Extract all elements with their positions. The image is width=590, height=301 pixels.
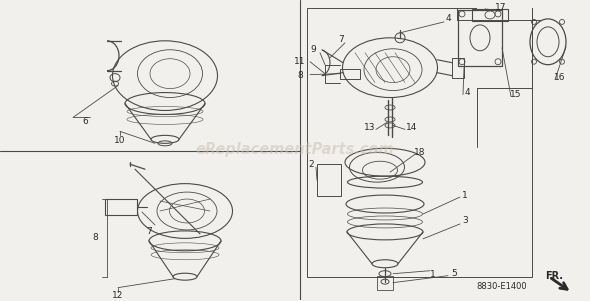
Text: 1: 1 (430, 270, 436, 279)
Bar (105, 199, 137, 215)
Text: 8: 8 (297, 71, 303, 80)
Text: 18: 18 (414, 148, 426, 157)
Bar (317, 164, 341, 196)
Text: 7: 7 (338, 35, 344, 44)
Text: 17: 17 (495, 4, 507, 12)
Text: 9: 9 (310, 45, 316, 54)
Text: 11: 11 (294, 57, 306, 66)
Text: 8830-E1400: 8830-E1400 (476, 282, 527, 291)
Bar (340, 69, 360, 79)
Text: 10: 10 (114, 136, 126, 145)
Bar (472, 9, 508, 21)
Text: 13: 13 (364, 123, 376, 132)
Text: 12: 12 (112, 291, 124, 300)
Bar (307, 8, 532, 277)
Bar (477, 8, 532, 88)
Text: 16: 16 (554, 73, 566, 82)
Text: eReplacementParts.com: eReplacementParts.com (196, 142, 394, 157)
Text: 6: 6 (82, 117, 88, 126)
Bar (458, 10, 502, 66)
Bar (377, 276, 393, 290)
Text: 4: 4 (445, 14, 451, 23)
Text: 3: 3 (462, 216, 468, 225)
Text: 14: 14 (407, 123, 418, 132)
Text: 8: 8 (92, 233, 98, 242)
Bar (452, 58, 464, 78)
Text: FR.: FR. (545, 271, 563, 281)
Text: 5: 5 (451, 269, 457, 278)
Text: 4: 4 (464, 88, 470, 97)
Text: 2: 2 (308, 160, 314, 169)
Text: 15: 15 (510, 90, 522, 99)
Text: 7: 7 (146, 227, 152, 236)
Text: 1: 1 (462, 191, 468, 200)
